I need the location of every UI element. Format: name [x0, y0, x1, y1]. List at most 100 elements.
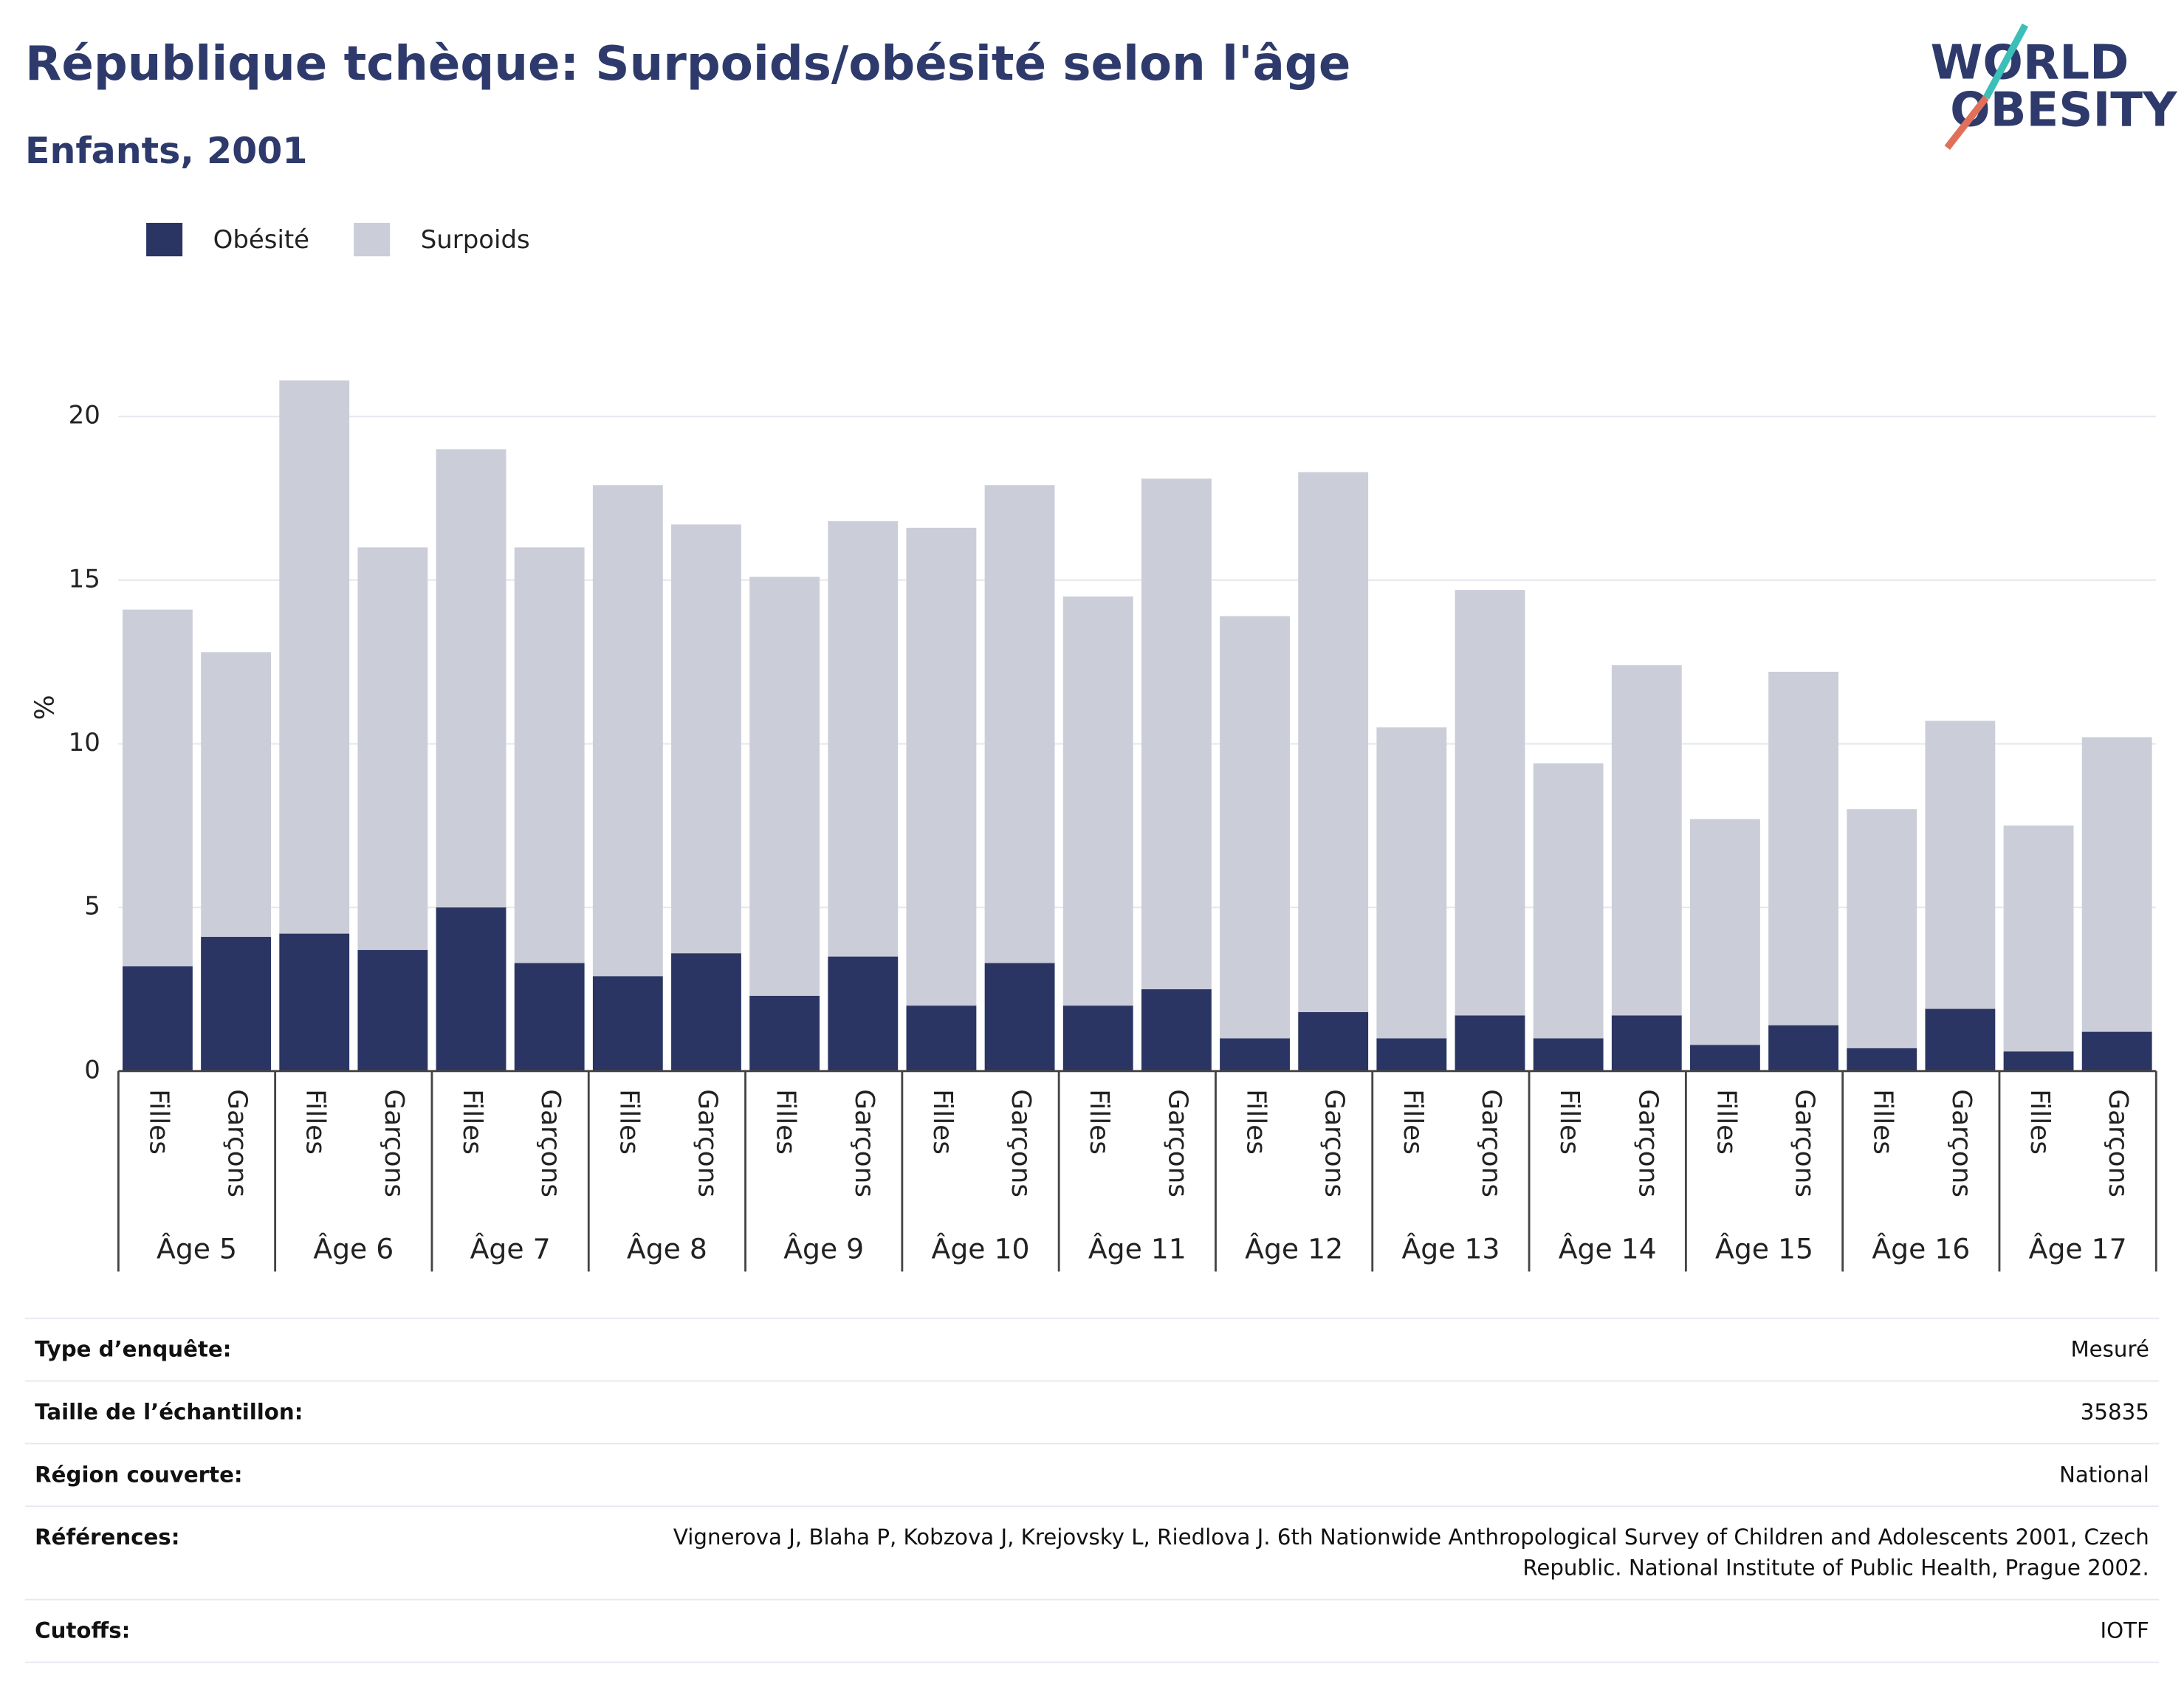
bar-segment	[279, 380, 350, 934]
bar-segment	[1925, 1008, 1996, 1071]
bar-segment	[671, 953, 741, 1071]
x-tick-label: Garçons	[379, 1089, 409, 1197]
bar-segment	[1690, 819, 1760, 1045]
bar-segment	[1847, 809, 1917, 1048]
bar-segment	[1611, 665, 1682, 1016]
info-label: Taille de l’échantillon:	[35, 1399, 303, 1425]
group-label: Âge 9	[783, 1233, 864, 1265]
bar-segment	[436, 907, 506, 1071]
bar-segment	[279, 933, 350, 1071]
bar-segment	[1768, 671, 1839, 1025]
info-row: Taille de l’échantillon: 35835	[24, 1381, 2160, 1445]
bar-segment	[2003, 1051, 2074, 1071]
x-tick-label: Garçons	[1946, 1089, 1977, 1197]
group-label: Âge 6	[313, 1233, 394, 1265]
bar-segment	[592, 976, 663, 1071]
bar-segment	[1611, 1015, 1682, 1071]
logo: WORLD OBESITY	[1931, 23, 2178, 150]
bar-segment	[1690, 1045, 1760, 1071]
bar-segment	[1768, 1025, 1839, 1071]
bar-segment	[1220, 616, 1290, 1039]
info-table: Type d’enquête: Mesuré Taille de l’échant…	[24, 1317, 2160, 1663]
x-tick-label: Garçons	[222, 1089, 253, 1197]
chart-subtitle: Enfants, 2001	[25, 129, 308, 172]
bar-segment	[828, 956, 899, 1071]
x-tick-label: Filles	[771, 1089, 801, 1155]
group-label: Âge 10	[932, 1233, 1030, 1265]
group-label: Âge 11	[1088, 1233, 1187, 1265]
bar-segment	[984, 963, 1055, 1071]
info-value: Vignerova J, Blaha P, Kobzova J, Krejovs…	[673, 1525, 2149, 1581]
bar-segment	[2003, 825, 2074, 1052]
bar-segment	[436, 449, 506, 908]
x-tick-label: Filles	[1398, 1089, 1428, 1155]
info-row: Type d’enquête: Mesuré	[24, 1319, 2160, 1382]
bar-segment	[1533, 763, 1604, 1039]
x-tick-label: Garçons	[849, 1089, 879, 1197]
group-label: Âge 5	[157, 1233, 237, 1265]
bar-segment	[2081, 1031, 2152, 1071]
bar-segment	[1141, 478, 1212, 989]
legend-label: Obésité	[213, 225, 309, 255]
x-tick-label: Filles	[143, 1089, 174, 1155]
x-tick-label: Garçons	[1790, 1089, 1820, 1197]
bar-segment	[1376, 1038, 1447, 1071]
y-tick-label: 15	[69, 564, 100, 594]
bar-segment	[1376, 727, 1447, 1039]
group-label: Âge 14	[1559, 1233, 1657, 1265]
legend-swatch	[354, 222, 391, 257]
group-label: Âge 17	[2029, 1233, 2127, 1265]
bar-segment	[906, 527, 977, 1006]
x-tick-label: Garçons	[2103, 1089, 2133, 1197]
x-tick-label: Filles	[1084, 1089, 1114, 1155]
x-tick-label: Filles	[614, 1089, 644, 1155]
bar-segment	[123, 966, 193, 1071]
info-label: Type d’enquête:	[35, 1337, 232, 1363]
x-tick-label: Filles	[1711, 1089, 1741, 1155]
x-tick-label: Filles	[1241, 1089, 1271, 1155]
x-tick-label: Filles	[2025, 1089, 2055, 1155]
x-tick-label: Filles	[457, 1089, 487, 1155]
bar-segment	[1455, 1015, 1525, 1071]
y-axis-label: %	[30, 695, 60, 720]
y-tick-label: 5	[84, 892, 100, 921]
info-value: 35835	[2080, 1399, 2149, 1425]
bar-segment	[1141, 989, 1212, 1071]
logo-slash	[1944, 95, 1989, 150]
bar-segment	[1298, 1011, 1369, 1071]
group-label: Âge 13	[1401, 1233, 1500, 1265]
x-tick-label: Garçons	[535, 1089, 566, 1197]
bar-segment	[201, 652, 271, 938]
y-tick-label: 0	[84, 1055, 100, 1085]
x-tick-label: Garçons	[692, 1089, 722, 1197]
logo-text: OBESITY	[1950, 82, 2178, 137]
info-value: IOTF	[2100, 1618, 2149, 1644]
bar-segment	[514, 963, 585, 1071]
bar-segment	[357, 949, 428, 1071]
bar-segment	[2081, 737, 2152, 1032]
x-tick-label: Filles	[1554, 1089, 1584, 1155]
x-tick-label: Filles	[301, 1089, 331, 1155]
bar-segment	[906, 1006, 977, 1071]
bar-segment	[201, 937, 271, 1071]
bar-segment	[984, 485, 1055, 963]
bar-segment	[1455, 590, 1525, 1016]
group-label: Âge 15	[1715, 1233, 1813, 1265]
x-tick-label: Filles	[927, 1089, 958, 1155]
info-table-body: Type d’enquête: Mesuré Taille de l’échant…	[24, 1317, 2160, 1663]
logo-text: WORLD	[1931, 35, 2129, 90]
bar-segment	[671, 524, 741, 954]
y-tick-label: 10	[69, 728, 100, 757]
group-label: Âge 8	[627, 1233, 707, 1265]
legend-swatch	[146, 222, 183, 257]
group-label: Âge 7	[470, 1233, 551, 1265]
info-row: Cutoffs: IOTF	[24, 1601, 2160, 1663]
x-tick-label: Garçons	[1319, 1089, 1350, 1197]
group-label: Âge 16	[1872, 1233, 1970, 1265]
x-tick-label: Garçons	[1006, 1089, 1036, 1197]
x-tick-label: Garçons	[1632, 1089, 1663, 1197]
bar-segment	[123, 609, 193, 966]
legend-label: Surpoids	[421, 225, 530, 255]
y-tick-label: 20	[69, 401, 100, 430]
